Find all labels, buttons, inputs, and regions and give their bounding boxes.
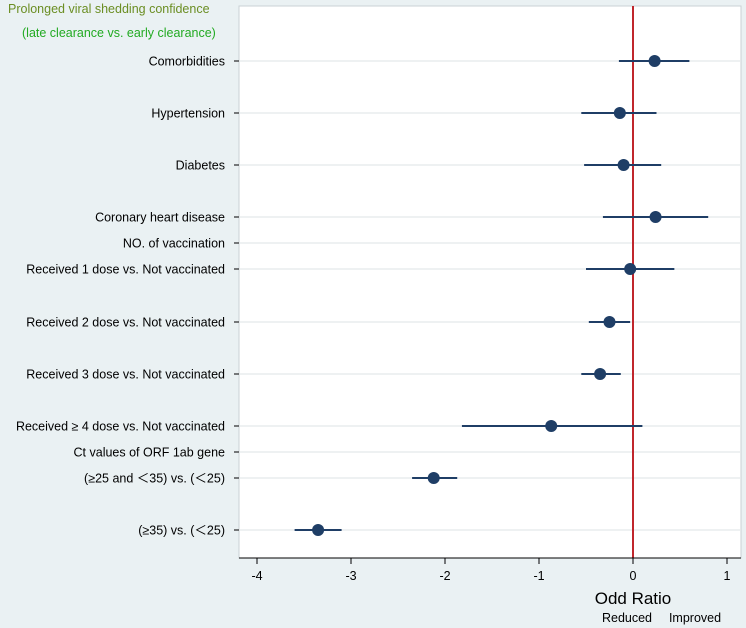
- x-tick-label: -1: [533, 569, 544, 583]
- estimate-point: [603, 316, 616, 328]
- plot-area: [238, 5, 742, 559]
- estimate-point: [312, 524, 325, 536]
- row-label: Diabetes: [176, 159, 225, 173]
- estimate-point: [624, 263, 637, 275]
- estimate-point: [427, 472, 440, 484]
- x-axis-label: Odd Ratio: [595, 589, 672, 608]
- estimate-point: [594, 368, 607, 380]
- row-label: Received ≥ 4 dose vs. Not vaccinated: [16, 420, 225, 434]
- row-label: Received 3 dose vs. Not vaccinated: [26, 368, 225, 382]
- legend-subtitle: (late clearance vs. early clearance): [22, 26, 216, 40]
- row-labels: Comorbidities Hypertension Diabetes Coronar…: [16, 55, 225, 538]
- row-label: Received 1 dose vs. Not vaccinated: [26, 263, 225, 277]
- row-label: (≥35) vs. (＜25): [138, 524, 225, 538]
- x-tick-label: -2: [439, 569, 450, 583]
- row-label: Comorbidities: [149, 55, 225, 69]
- row-label: (≥25 and ＜35) vs. (＜25): [84, 472, 225, 486]
- row-header-label: NO. of vaccination: [123, 237, 225, 251]
- direction-label-improved: Improved: [669, 611, 721, 625]
- estimate-point: [613, 107, 626, 119]
- row-label: Coronary heart disease: [95, 211, 225, 225]
- row-header-label: Ct values of ORF 1ab gene: [74, 446, 226, 460]
- row-label: Hypertension: [151, 107, 225, 121]
- estimate-point: [648, 55, 661, 67]
- row-label: Received 2 dose vs. Not vaccinated: [26, 316, 225, 330]
- x-tick-label: 0: [630, 569, 637, 583]
- x-axis-ticks: -4 -3 -2 -1 0 1: [251, 558, 731, 583]
- direction-label-reduced: Reduced: [602, 611, 652, 625]
- x-tick-label: 1: [724, 569, 731, 583]
- x-tick-label: -3: [345, 569, 356, 583]
- estimate-point: [649, 211, 662, 223]
- legend-title: Prolonged viral shedding confidence: [8, 2, 210, 16]
- estimate-point: [617, 159, 630, 171]
- x-tick-label: -4: [251, 569, 262, 583]
- forest-rows: [294, 55, 709, 536]
- estimate-point: [545, 420, 558, 432]
